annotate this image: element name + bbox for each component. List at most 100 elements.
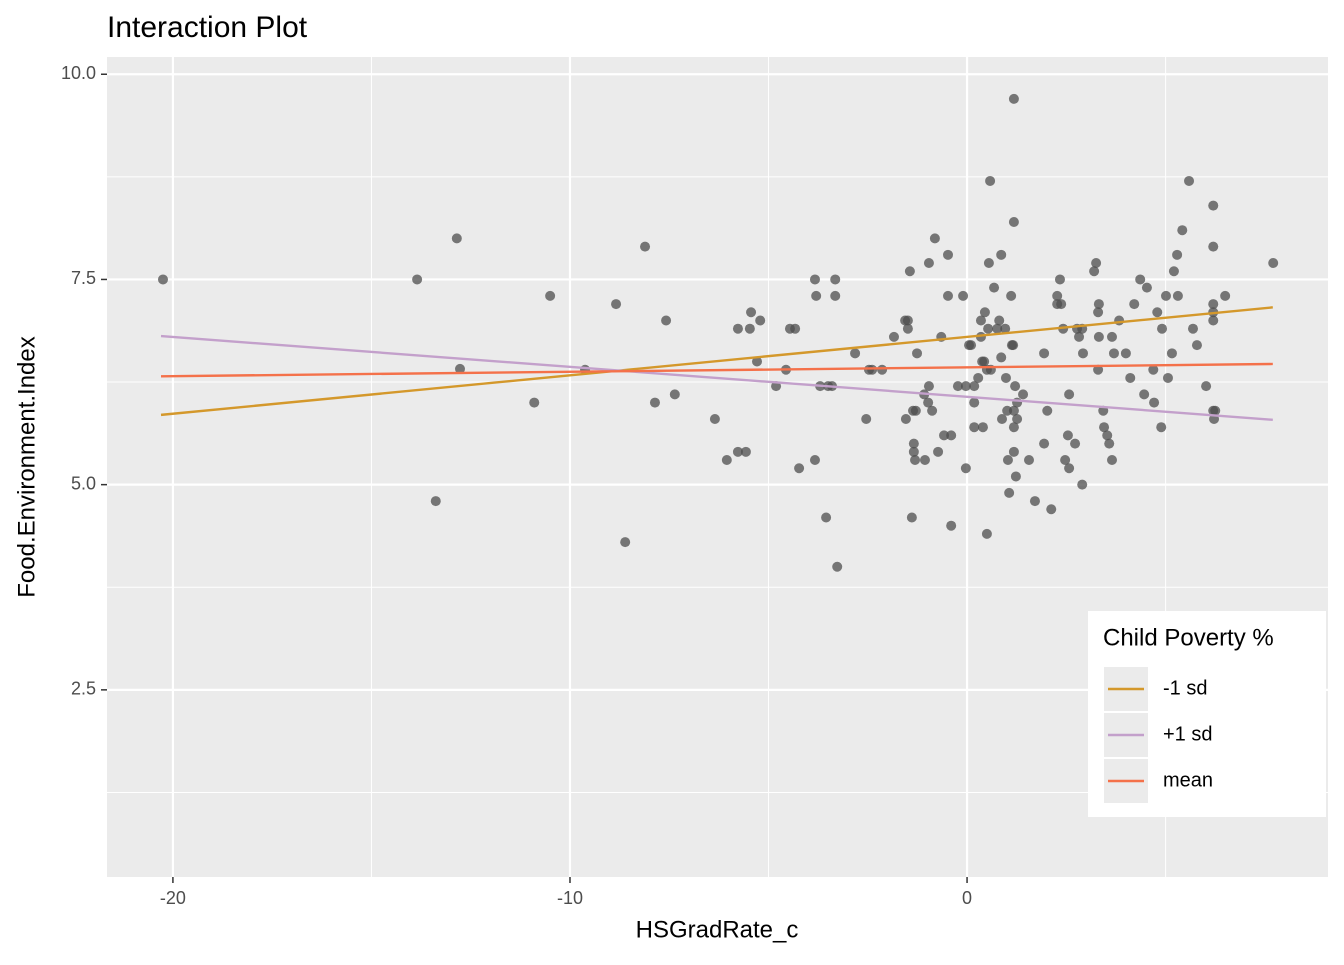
point bbox=[939, 430, 950, 441]
point bbox=[669, 389, 680, 400]
point bbox=[996, 249, 1007, 260]
point bbox=[529, 397, 540, 408]
point bbox=[640, 241, 651, 252]
point bbox=[721, 455, 732, 466]
point bbox=[979, 356, 990, 367]
point bbox=[821, 512, 832, 523]
point bbox=[620, 537, 631, 548]
legend-label: -1 sd bbox=[1163, 677, 1207, 699]
legend-label: mean bbox=[1163, 769, 1213, 791]
point bbox=[1168, 266, 1179, 277]
point bbox=[1062, 430, 1073, 441]
point bbox=[969, 381, 980, 392]
point bbox=[1093, 307, 1104, 318]
point bbox=[960, 381, 971, 392]
point bbox=[794, 463, 805, 474]
point bbox=[412, 274, 423, 285]
point bbox=[1046, 504, 1057, 515]
point bbox=[1162, 372, 1173, 383]
point bbox=[811, 290, 822, 301]
point bbox=[943, 290, 954, 301]
point bbox=[732, 446, 743, 457]
point bbox=[1008, 446, 1019, 457]
point bbox=[996, 352, 1007, 363]
point bbox=[1102, 430, 1113, 441]
line bbox=[160, 362, 1273, 378]
line bbox=[160, 334, 1273, 421]
point bbox=[981, 528, 992, 539]
point bbox=[649, 397, 660, 408]
point bbox=[1093, 299, 1104, 310]
legend-title: Child Poverty % bbox=[1103, 624, 1274, 651]
point bbox=[1114, 315, 1125, 326]
point bbox=[946, 430, 957, 441]
point bbox=[1172, 290, 1183, 301]
point bbox=[910, 455, 921, 466]
point bbox=[1160, 290, 1171, 301]
point bbox=[1152, 307, 1163, 318]
point bbox=[1093, 331, 1104, 342]
point bbox=[1008, 93, 1019, 104]
point bbox=[923, 397, 934, 408]
x-tick-label: -10 bbox=[557, 888, 583, 908]
point bbox=[1149, 397, 1160, 408]
point bbox=[1012, 413, 1023, 424]
point bbox=[994, 315, 1005, 326]
point bbox=[1008, 216, 1019, 227]
point bbox=[1089, 266, 1100, 277]
point bbox=[985, 175, 996, 186]
point bbox=[1042, 405, 1053, 416]
point bbox=[850, 348, 861, 359]
point bbox=[900, 413, 911, 424]
point bbox=[1208, 299, 1219, 310]
point bbox=[1093, 364, 1104, 375]
point bbox=[740, 446, 751, 457]
point bbox=[611, 299, 622, 310]
point bbox=[1156, 422, 1167, 433]
x-tick-label: 0 bbox=[962, 888, 972, 908]
point bbox=[1008, 422, 1019, 433]
point bbox=[1008, 340, 1019, 351]
y-tick-label: 10.0 bbox=[61, 63, 96, 83]
point bbox=[1010, 471, 1021, 482]
point bbox=[977, 422, 988, 433]
point bbox=[830, 290, 841, 301]
point bbox=[983, 323, 994, 334]
point bbox=[1177, 225, 1188, 236]
point bbox=[809, 274, 820, 285]
point bbox=[1006, 290, 1017, 301]
point bbox=[1000, 372, 1011, 383]
x-tick-label: -20 bbox=[160, 888, 186, 908]
point bbox=[1091, 258, 1102, 269]
point bbox=[1077, 479, 1088, 490]
y-tick-label: 2.5 bbox=[71, 679, 96, 699]
point bbox=[983, 258, 994, 269]
point bbox=[969, 422, 980, 433]
point bbox=[454, 363, 465, 374]
point bbox=[969, 397, 980, 408]
point bbox=[1184, 175, 1195, 186]
point bbox=[1108, 348, 1119, 359]
point bbox=[1010, 381, 1021, 392]
point bbox=[923, 381, 934, 392]
point bbox=[1039, 438, 1050, 449]
point bbox=[1210, 405, 1221, 416]
point bbox=[973, 372, 984, 383]
point bbox=[989, 282, 1000, 293]
point bbox=[960, 463, 971, 474]
point bbox=[1208, 315, 1219, 326]
point bbox=[1220, 290, 1231, 301]
point bbox=[1078, 348, 1089, 359]
point bbox=[952, 381, 963, 392]
point bbox=[1039, 348, 1050, 359]
point bbox=[1129, 299, 1140, 310]
point bbox=[1106, 455, 1117, 466]
y-tick-label: 5.0 bbox=[71, 473, 96, 493]
point bbox=[1106, 331, 1117, 342]
point bbox=[912, 348, 923, 359]
point bbox=[919, 455, 930, 466]
point bbox=[1064, 463, 1075, 474]
point bbox=[1056, 299, 1067, 310]
point bbox=[1120, 348, 1131, 359]
